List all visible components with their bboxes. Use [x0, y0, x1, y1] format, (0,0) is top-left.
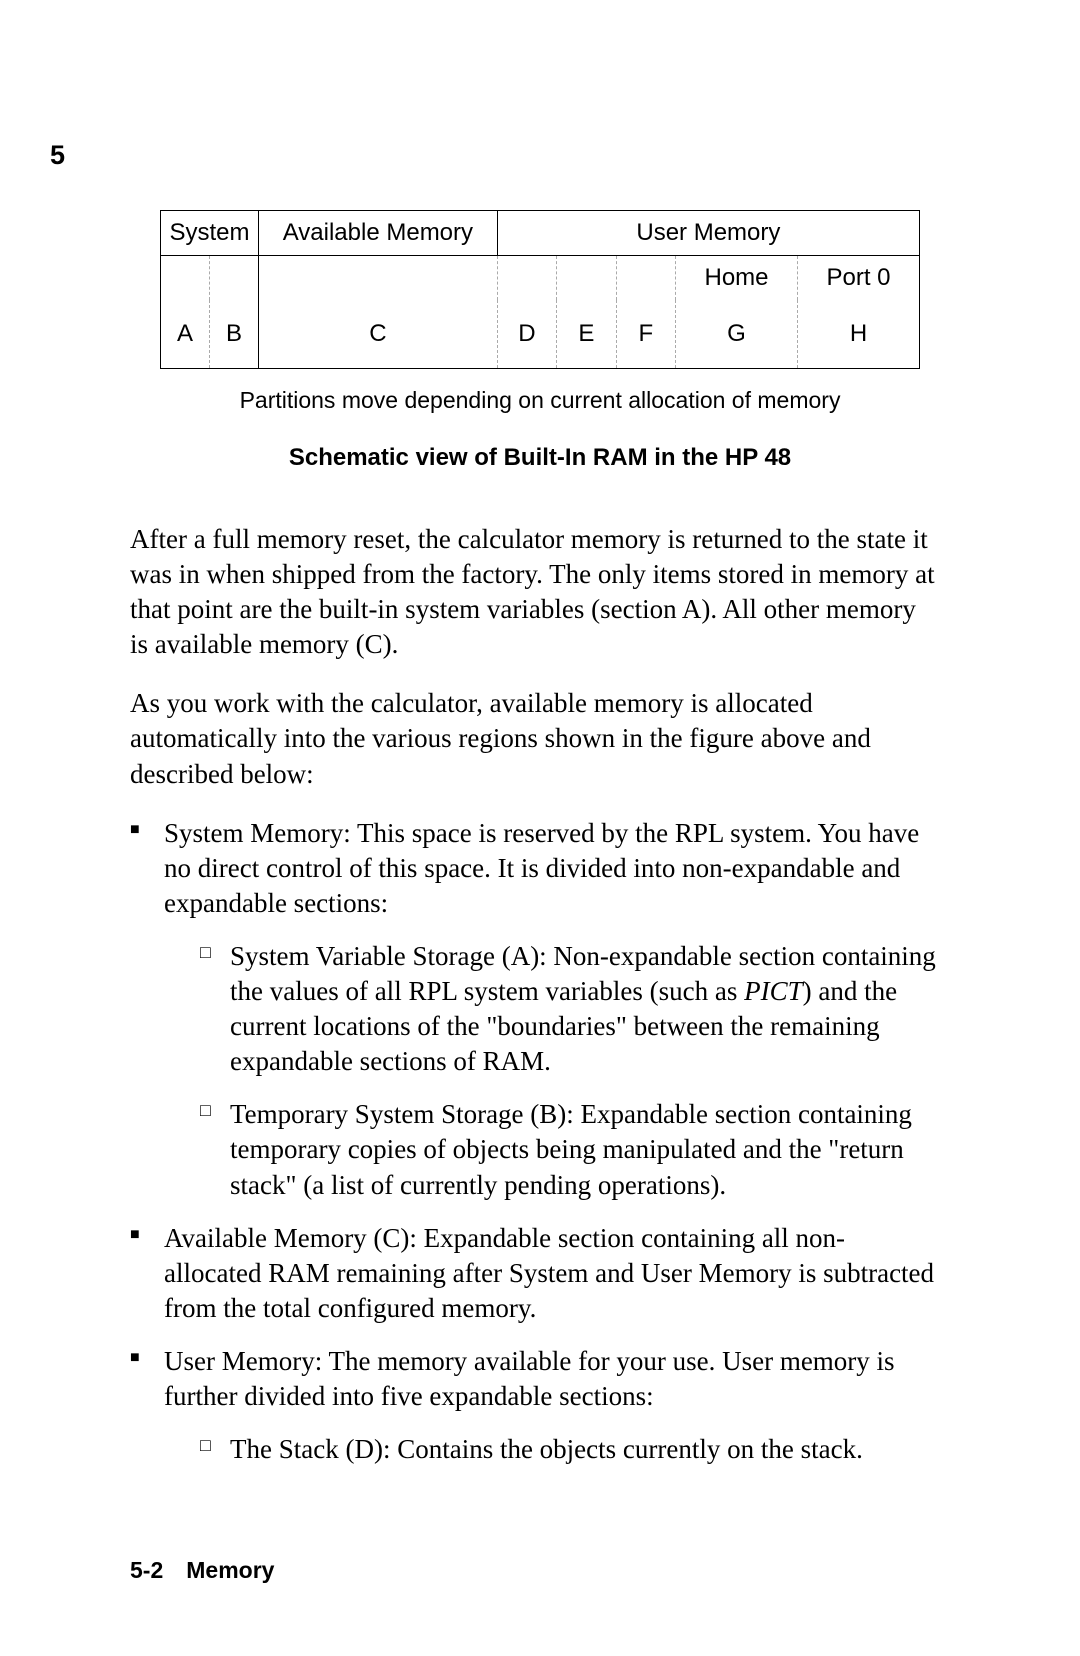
cell-e: E [557, 300, 616, 369]
pict-italic: PICT [744, 976, 803, 1006]
page-footer: 5-2 Memory [130, 1557, 274, 1584]
sub-c [259, 256, 498, 301]
sublist-1: System Variable Storage (A): Non-expanda… [164, 939, 940, 1203]
paragraph-1: After a full memory reset, the calculato… [130, 522, 940, 662]
bullet-3-text: User Memory: The memory available for yo… [164, 1346, 895, 1411]
cell-c: C [259, 300, 498, 369]
cell-g: G [676, 300, 798, 369]
sub-d [497, 256, 556, 301]
memory-diagram: System Available Memory User Memory Home… [160, 210, 920, 472]
sub-f [616, 256, 675, 301]
table-subheader-row: Home Port 0 [161, 256, 920, 301]
table-letter-row: A B C D E F G H [161, 300, 920, 369]
cell-a: A [161, 300, 210, 369]
memory-table: System Available Memory User Memory Home… [160, 210, 920, 369]
sub-bullet-stack: The Stack (D): Contains the objects curr… [200, 1432, 940, 1467]
hdr-user: User Memory [497, 211, 919, 256]
cell-f: F [616, 300, 675, 369]
cell-b: B [210, 300, 259, 369]
sub-home: Home [676, 256, 798, 301]
bullet-1-text: System Memory: This space is reserved by… [164, 818, 919, 918]
sub-b [210, 256, 259, 301]
diagram-caption: Partitions move depending on current all… [160, 387, 920, 414]
bullet-available-memory: Available Memory (C): Expandable section… [130, 1221, 940, 1326]
bullet-user-memory: User Memory: The memory available for yo… [130, 1344, 940, 1467]
cell-h: H [797, 300, 919, 369]
bullet-list: System Memory: This space is reserved by… [130, 816, 940, 1468]
sub-port0: Port 0 [797, 256, 919, 301]
sub-bullet-sysvar: System Variable Storage (A): Non-expanda… [200, 939, 940, 1079]
sublist-3: The Stack (D): Contains the objects curr… [164, 1432, 940, 1467]
sub-e [557, 256, 616, 301]
page-side-number: 5 [50, 140, 65, 171]
table-header-row: System Available Memory User Memory [161, 211, 920, 256]
bullet-system-memory: System Memory: This space is reserved by… [130, 816, 940, 1203]
sub-bullet-tempsys: Temporary System Storage (B): Expandable… [200, 1097, 940, 1202]
paragraph-2: As you work with the calculator, availab… [130, 686, 940, 791]
diagram-title: Schematic view of Built-In RAM in the HP… [160, 444, 920, 472]
cell-d: D [497, 300, 556, 369]
hdr-available: Available Memory [259, 211, 498, 256]
page-content: System Available Memory User Memory Home… [130, 210, 940, 1485]
sub-a [161, 256, 210, 301]
hdr-system: System [161, 211, 259, 256]
